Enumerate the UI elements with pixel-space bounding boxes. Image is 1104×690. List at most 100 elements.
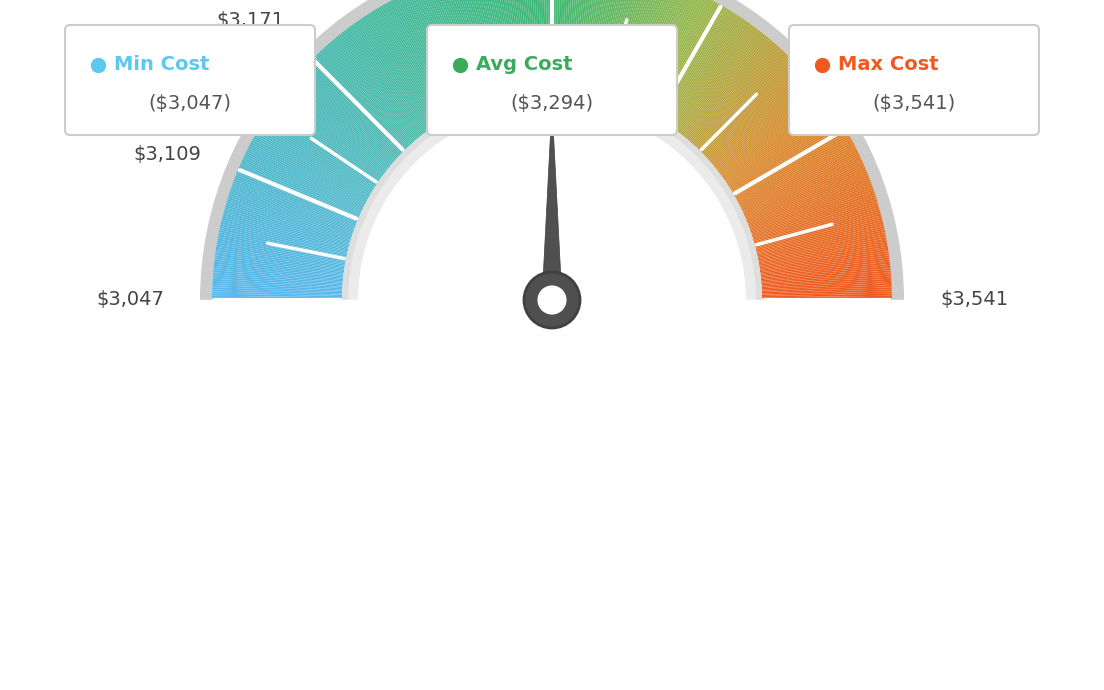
Wedge shape (729, 116, 839, 188)
Wedge shape (559, 0, 565, 90)
Wedge shape (548, 0, 551, 90)
Wedge shape (746, 173, 868, 223)
Wedge shape (310, 59, 403, 152)
Wedge shape (657, 6, 723, 119)
Wedge shape (709, 74, 807, 161)
Wedge shape (636, 0, 689, 108)
Wedge shape (214, 257, 343, 275)
Wedge shape (702, 63, 797, 155)
Wedge shape (400, 0, 459, 112)
Wedge shape (326, 45, 413, 144)
Wedge shape (745, 167, 866, 219)
Wedge shape (200, 0, 904, 300)
Wedge shape (364, 15, 437, 125)
Wedge shape (449, 0, 489, 100)
Wedge shape (275, 102, 381, 179)
Wedge shape (718, 92, 822, 172)
Wedge shape (339, 34, 422, 137)
Wedge shape (378, 8, 445, 120)
Wedge shape (625, 0, 671, 104)
Wedge shape (761, 268, 891, 282)
Wedge shape (648, 0, 710, 114)
Wedge shape (236, 171, 358, 221)
FancyBboxPatch shape (65, 25, 315, 135)
Wedge shape (232, 183, 354, 229)
Wedge shape (509, 0, 527, 92)
Wedge shape (212, 296, 342, 299)
Wedge shape (355, 21, 432, 128)
Wedge shape (722, 100, 828, 177)
Wedge shape (742, 155, 860, 212)
Wedge shape (233, 181, 355, 228)
Wedge shape (220, 224, 348, 254)
Wedge shape (696, 52, 786, 148)
Wedge shape (752, 197, 877, 237)
Wedge shape (574, 0, 591, 91)
Wedge shape (342, 90, 762, 300)
Wedge shape (389, 1, 452, 116)
Wedge shape (629, 0, 679, 106)
Wedge shape (660, 8, 729, 121)
Wedge shape (684, 37, 768, 138)
Wedge shape (234, 179, 355, 226)
Wedge shape (752, 193, 875, 235)
Wedge shape (761, 262, 890, 277)
Wedge shape (237, 169, 358, 220)
Wedge shape (212, 281, 342, 289)
Wedge shape (223, 213, 349, 248)
Wedge shape (762, 277, 891, 287)
Wedge shape (437, 0, 482, 102)
Wedge shape (707, 70, 804, 159)
Wedge shape (739, 144, 854, 205)
Wedge shape (478, 0, 508, 95)
Wedge shape (607, 0, 643, 97)
Wedge shape (701, 59, 794, 152)
Wedge shape (349, 26, 427, 132)
Wedge shape (440, 0, 485, 101)
Wedge shape (321, 49, 411, 146)
Wedge shape (587, 0, 612, 93)
Wedge shape (733, 127, 846, 195)
Wedge shape (754, 205, 879, 243)
Wedge shape (225, 203, 351, 241)
Wedge shape (287, 85, 390, 168)
Wedge shape (662, 10, 732, 122)
Wedge shape (751, 191, 874, 234)
Wedge shape (703, 64, 798, 155)
Wedge shape (290, 81, 391, 166)
Wedge shape (740, 148, 857, 207)
Wedge shape (756, 221, 883, 253)
Wedge shape (337, 35, 421, 137)
Wedge shape (471, 0, 503, 96)
Wedge shape (229, 193, 352, 235)
Wedge shape (212, 291, 342, 296)
Wedge shape (524, 0, 537, 90)
Wedge shape (330, 41, 416, 141)
Wedge shape (747, 177, 870, 225)
Wedge shape (762, 289, 892, 295)
Wedge shape (255, 132, 369, 197)
Wedge shape (601, 0, 633, 96)
Wedge shape (747, 175, 869, 224)
Wedge shape (276, 100, 382, 177)
Wedge shape (343, 30, 424, 134)
Wedge shape (687, 39, 772, 140)
Wedge shape (315, 55, 406, 150)
Wedge shape (665, 13, 736, 124)
Wedge shape (645, 0, 704, 112)
Wedge shape (215, 253, 344, 273)
Wedge shape (762, 298, 892, 300)
Wedge shape (350, 25, 428, 131)
Wedge shape (431, 0, 478, 104)
Wedge shape (704, 66, 800, 156)
Wedge shape (277, 99, 383, 177)
Wedge shape (758, 241, 888, 264)
Wedge shape (359, 19, 434, 127)
Wedge shape (443, 0, 486, 101)
Wedge shape (682, 32, 764, 136)
Wedge shape (352, 23, 429, 130)
Wedge shape (644, 0, 702, 112)
Wedge shape (647, 0, 709, 113)
Wedge shape (212, 283, 342, 290)
Wedge shape (486, 0, 512, 94)
